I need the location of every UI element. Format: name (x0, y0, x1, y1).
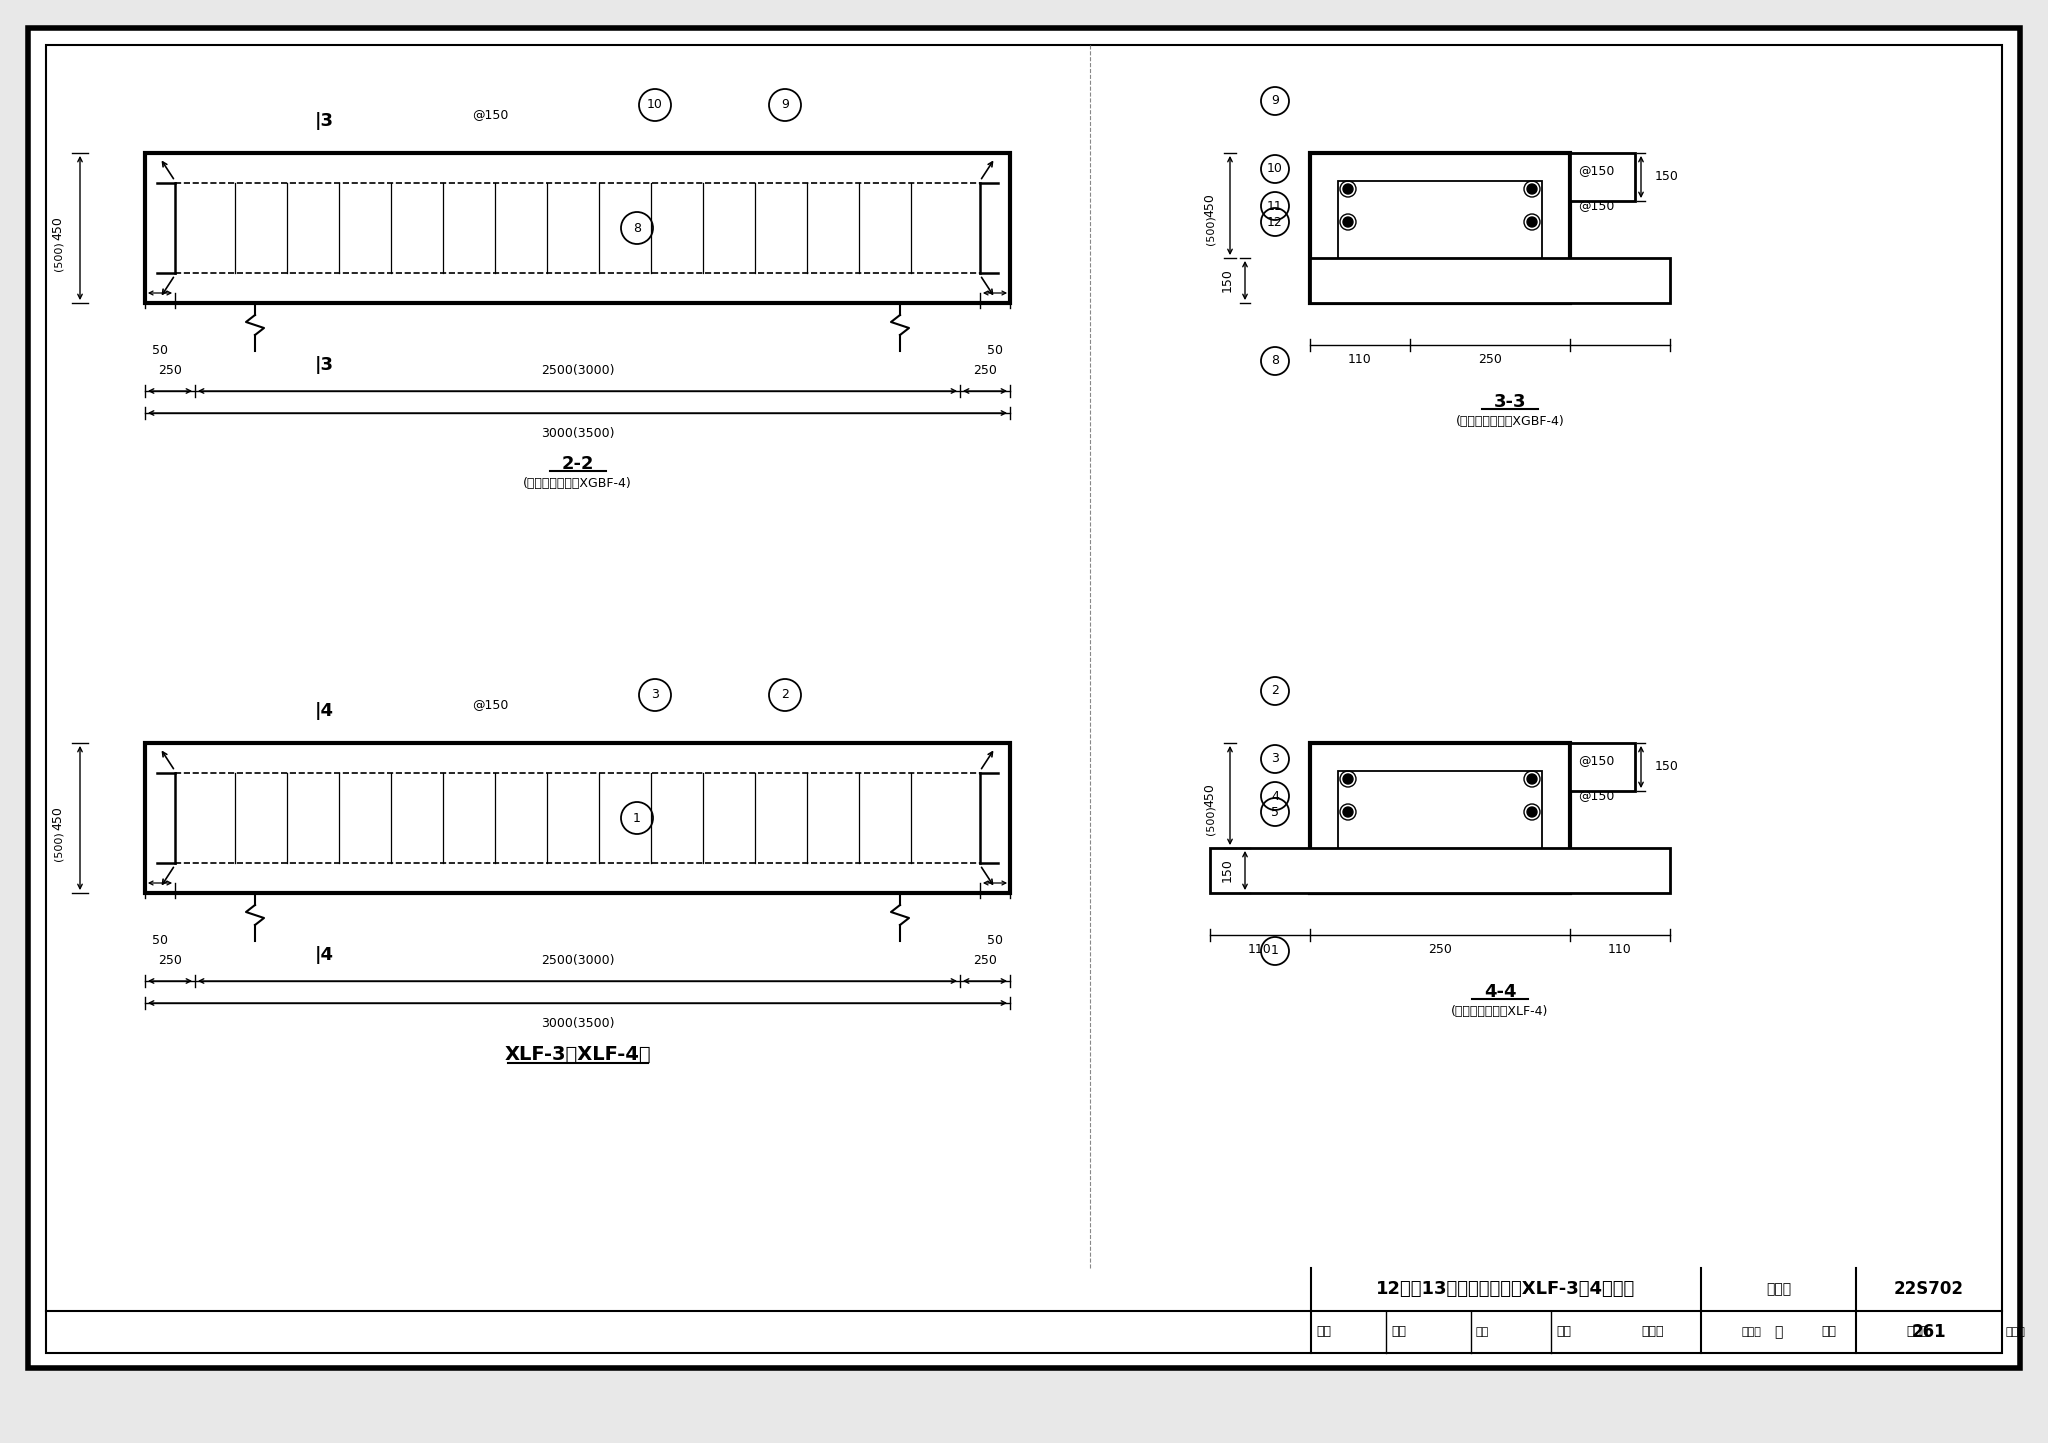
Text: 图集号: 图集号 (1765, 1283, 1792, 1296)
Text: 易启圣: 易启圣 (1907, 1325, 1929, 1338)
Text: 5: 5 (1272, 805, 1280, 818)
Text: 2500(3000): 2500(3000) (541, 364, 614, 377)
Text: 9: 9 (1272, 94, 1278, 107)
Text: 150: 150 (1221, 859, 1233, 883)
Text: 150: 150 (1655, 760, 1679, 773)
Text: (括号内数字用于XGBF-4): (括号内数字用于XGBF-4) (1456, 416, 1565, 429)
Text: @150: @150 (471, 108, 508, 121)
Circle shape (1343, 773, 1354, 784)
Text: 2: 2 (780, 688, 788, 701)
Bar (1571, 153, 1634, 201)
Text: @150: @150 (1579, 199, 1614, 212)
Text: |3: |3 (315, 113, 334, 130)
Text: 250: 250 (973, 954, 997, 967)
Text: |4: |4 (315, 947, 334, 964)
Bar (1311, 258, 1669, 303)
Text: 150: 150 (1655, 170, 1679, 183)
Bar (1337, 771, 1542, 848)
Text: 10: 10 (647, 98, 664, 111)
Text: 3: 3 (651, 688, 659, 701)
Text: 设计: 设计 (1821, 1325, 1835, 1338)
Text: 50: 50 (152, 935, 168, 948)
Circle shape (1343, 185, 1354, 193)
Bar (1311, 743, 1571, 893)
Text: 8: 8 (633, 221, 641, 235)
Text: 3: 3 (1272, 752, 1278, 765)
Text: 450: 450 (1204, 784, 1217, 808)
Text: 50: 50 (987, 345, 1004, 358)
Bar (1571, 743, 1634, 791)
Text: (500): (500) (1204, 805, 1214, 835)
Circle shape (1343, 216, 1354, 227)
Circle shape (1528, 807, 1536, 817)
Text: 110: 110 (1247, 942, 1272, 957)
Text: 50: 50 (987, 935, 1004, 948)
Text: 2-2: 2-2 (561, 455, 594, 473)
Text: 洪财滨: 洪财滨 (1640, 1325, 1663, 1338)
Text: 1: 1 (633, 811, 641, 824)
Text: 50: 50 (152, 345, 168, 358)
Text: 12号、13号化粪池现浇梁XLF-3、4配筋图: 12号、13号化粪池现浇梁XLF-3、4配筋图 (1376, 1280, 1636, 1299)
Text: 4-4: 4-4 (1483, 983, 1516, 1001)
Text: @150: @150 (1579, 789, 1614, 802)
Text: 页: 页 (1774, 1325, 1782, 1339)
Text: (500): (500) (53, 831, 63, 861)
Bar (1210, 848, 1669, 893)
Text: 11: 11 (1268, 199, 1282, 212)
Text: 2: 2 (1272, 684, 1278, 697)
Text: 4: 4 (1272, 789, 1278, 802)
Circle shape (1528, 216, 1536, 227)
Text: 1: 1 (1272, 945, 1278, 958)
Circle shape (1528, 185, 1536, 193)
Text: 3000(3500): 3000(3500) (541, 427, 614, 440)
Circle shape (1528, 773, 1536, 784)
Text: 洪财滨: 洪财滨 (1741, 1326, 1761, 1336)
Text: 王军: 王军 (1477, 1326, 1489, 1336)
Text: 250: 250 (1427, 942, 1452, 957)
Text: @150: @150 (1579, 165, 1614, 177)
Text: 110: 110 (1348, 354, 1372, 367)
Text: 校对: 校对 (1556, 1325, 1571, 1338)
Text: 12: 12 (1268, 215, 1282, 228)
Text: 王军: 王军 (1391, 1325, 1407, 1338)
Text: (500): (500) (1204, 215, 1214, 245)
Text: @150: @150 (1579, 755, 1614, 768)
Text: (括号内数字用于XGBF-4): (括号内数字用于XGBF-4) (522, 478, 633, 491)
Text: 22S702: 22S702 (1894, 1280, 1964, 1299)
Text: 3000(3500): 3000(3500) (541, 1017, 614, 1030)
Text: 250: 250 (973, 364, 997, 377)
Circle shape (1343, 807, 1354, 817)
Text: 8: 8 (1272, 355, 1280, 368)
Text: (500): (500) (53, 241, 63, 271)
Text: 450: 450 (51, 216, 63, 240)
Text: 250: 250 (158, 954, 182, 967)
Text: (括号内数字用于XLF-4): (括号内数字用于XLF-4) (1452, 1004, 1548, 1017)
Text: 3-3: 3-3 (1493, 392, 1526, 411)
Text: 易启圣: 易启圣 (2005, 1326, 2025, 1336)
Text: 450: 450 (51, 807, 63, 830)
Text: |3: |3 (315, 356, 334, 374)
Text: 450: 450 (1204, 193, 1217, 218)
Text: 110: 110 (1608, 942, 1632, 957)
Bar (1311, 153, 1571, 303)
Bar (145, 153, 1010, 303)
Text: 9: 9 (780, 98, 788, 111)
Text: XLF-3（XLF-4）: XLF-3（XLF-4） (504, 1045, 651, 1063)
Text: 2500(3000): 2500(3000) (541, 954, 614, 967)
Text: 审核: 审核 (1317, 1325, 1331, 1338)
Text: 250: 250 (1479, 354, 1501, 367)
Bar (1337, 180, 1542, 258)
Bar (145, 743, 1010, 893)
Text: @150: @150 (471, 698, 508, 711)
Text: 261: 261 (1911, 1323, 1946, 1341)
Text: 150: 150 (1221, 268, 1233, 293)
Text: 250: 250 (158, 364, 182, 377)
Text: 10: 10 (1268, 163, 1282, 176)
Text: |4: |4 (315, 701, 334, 720)
